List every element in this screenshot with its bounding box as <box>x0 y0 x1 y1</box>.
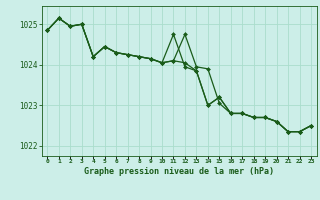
X-axis label: Graphe pression niveau de la mer (hPa): Graphe pression niveau de la mer (hPa) <box>84 167 274 176</box>
